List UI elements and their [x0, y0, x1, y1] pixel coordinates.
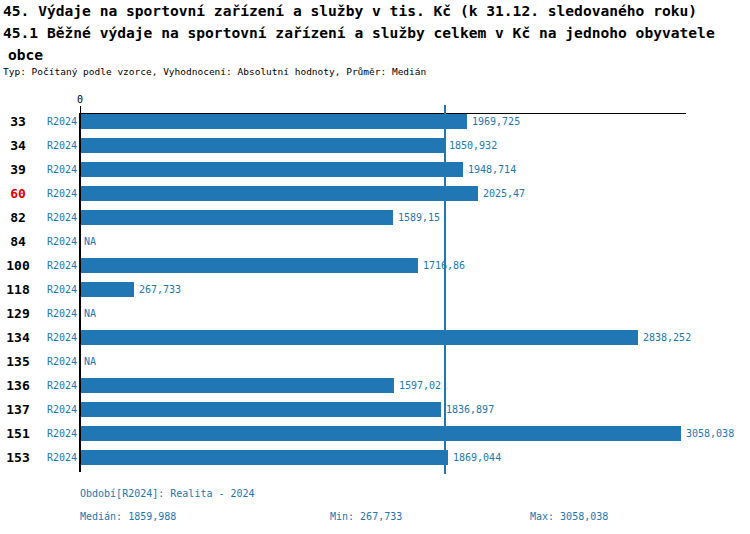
row-period-label: R2024: [37, 374, 77, 398]
row-period-label: R2024: [37, 254, 77, 278]
bar-value-label: 1597,02: [399, 374, 441, 398]
row-period-label: R2024: [37, 326, 77, 350]
row-id-label: 137: [0, 398, 36, 422]
row-id-label: 60: [0, 182, 36, 206]
row-period-label: R2024: [37, 134, 77, 158]
row-period-label: R2024: [37, 110, 77, 134]
value-bar: [81, 378, 394, 393]
value-bar: [81, 186, 478, 201]
bar-value-label: 3058,038: [686, 422, 734, 446]
row-id-label: 34: [0, 134, 36, 158]
chart-row: 33R2024 1969,725: [0, 110, 750, 134]
row-period-label: R2024: [37, 158, 77, 182]
row-period-label: R2024: [37, 302, 77, 326]
chart-row: 153R2024 1869,044: [0, 446, 750, 470]
row-id-label: 33: [0, 110, 36, 134]
chart-canvas: 45. Výdaje na sportovní zařízení a služb…: [0, 0, 750, 534]
bar-value-label: 1850,932: [449, 134, 497, 158]
value-bar: [81, 258, 418, 273]
bar-value-label: 1948,714: [468, 158, 516, 182]
chart-row: 82R2024 1589,15: [0, 206, 750, 230]
chart-row: 84R2024 NA: [0, 230, 750, 254]
chart-row: 151R2024 3058,038: [0, 422, 750, 446]
bar-value-label: 2025,47: [483, 182, 525, 206]
bar-value-label: 1589,15: [398, 206, 440, 230]
row-period-label: R2024: [37, 278, 77, 302]
chart-row: 34R2024 1850,932: [0, 134, 750, 158]
value-bar: [81, 426, 681, 441]
row-id-label: 134: [0, 326, 36, 350]
row-id-label: 135: [0, 350, 36, 374]
bar-value-label: 1836,897: [446, 398, 494, 422]
row-id-label: 151: [0, 422, 36, 446]
chart-row: 60R2024 2025,47: [0, 182, 750, 206]
row-period-label: R2024: [37, 398, 77, 422]
value-bar: [81, 210, 393, 225]
row-id-label: 129: [0, 302, 36, 326]
row-period-label: R2024: [37, 230, 77, 254]
row-id-label: 84: [0, 230, 36, 254]
bar-value-label: 1869,044: [453, 446, 501, 470]
row-period-label: R2024: [37, 446, 77, 470]
footer-median-stat: Medián: 1859,988: [80, 511, 176, 522]
row-id-label: 39: [0, 158, 36, 182]
row-period-label: R2024: [37, 350, 77, 374]
row-id-label: 153: [0, 446, 36, 470]
chart-row: 135R2024 NA: [0, 350, 750, 374]
row-period-label: R2024: [37, 206, 77, 230]
row-id-label: 100: [0, 254, 36, 278]
row-id-label: 118: [0, 278, 36, 302]
value-bar: [81, 330, 638, 345]
chart-title-line-2: 45.1 Běžné výdaje na sportovní zařízení …: [3, 24, 715, 41]
na-label: NA: [84, 230, 96, 254]
chart-row: 39R2024 1948,714: [0, 158, 750, 182]
chart-row: 129R2024 NA: [0, 302, 750, 326]
value-bar: [81, 162, 463, 177]
chart-row: 136R2024 1597,02: [0, 374, 750, 398]
na-label: NA: [84, 350, 96, 374]
chart-row: 118R2024 267,733: [0, 278, 750, 302]
value-bar: [81, 282, 134, 297]
bar-value-label: 2838,252: [643, 326, 691, 350]
chart-row: 100R2024 1716,86: [0, 254, 750, 278]
row-period-label: R2024: [37, 182, 77, 206]
bar-value-label: 267,733: [139, 278, 181, 302]
x-axis-zero-tick-label: 0: [70, 94, 90, 105]
bar-value-label: 1969,725: [472, 110, 520, 134]
footer-period-label: Období[R2024]: Realita - 2024: [80, 488, 255, 499]
chart-title-line-1: 45. Výdaje na sportovní zařízení a služb…: [3, 2, 697, 19]
row-id-label: 82: [0, 206, 36, 230]
footer-max-stat: Max: 3058,038: [530, 511, 608, 522]
chart-row: 134R2024 2838,252: [0, 326, 750, 350]
row-period-label: R2024: [37, 422, 77, 446]
chart-title-line-3: obce: [8, 46, 43, 63]
value-bar: [81, 450, 448, 465]
value-bar: [81, 114, 467, 129]
footer-min-stat: Min: 267,733: [330, 511, 402, 522]
na-label: NA: [84, 302, 96, 326]
chart-row: 137R2024 1836,897: [0, 398, 750, 422]
chart-meta-line: Typ: Počítaný podle vzorce, Vyhodnocení:…: [3, 66, 426, 77]
bar-value-label: 1716,86: [423, 254, 465, 278]
value-bar: [81, 138, 444, 153]
row-id-label: 136: [0, 374, 36, 398]
value-bar: [81, 402, 441, 417]
